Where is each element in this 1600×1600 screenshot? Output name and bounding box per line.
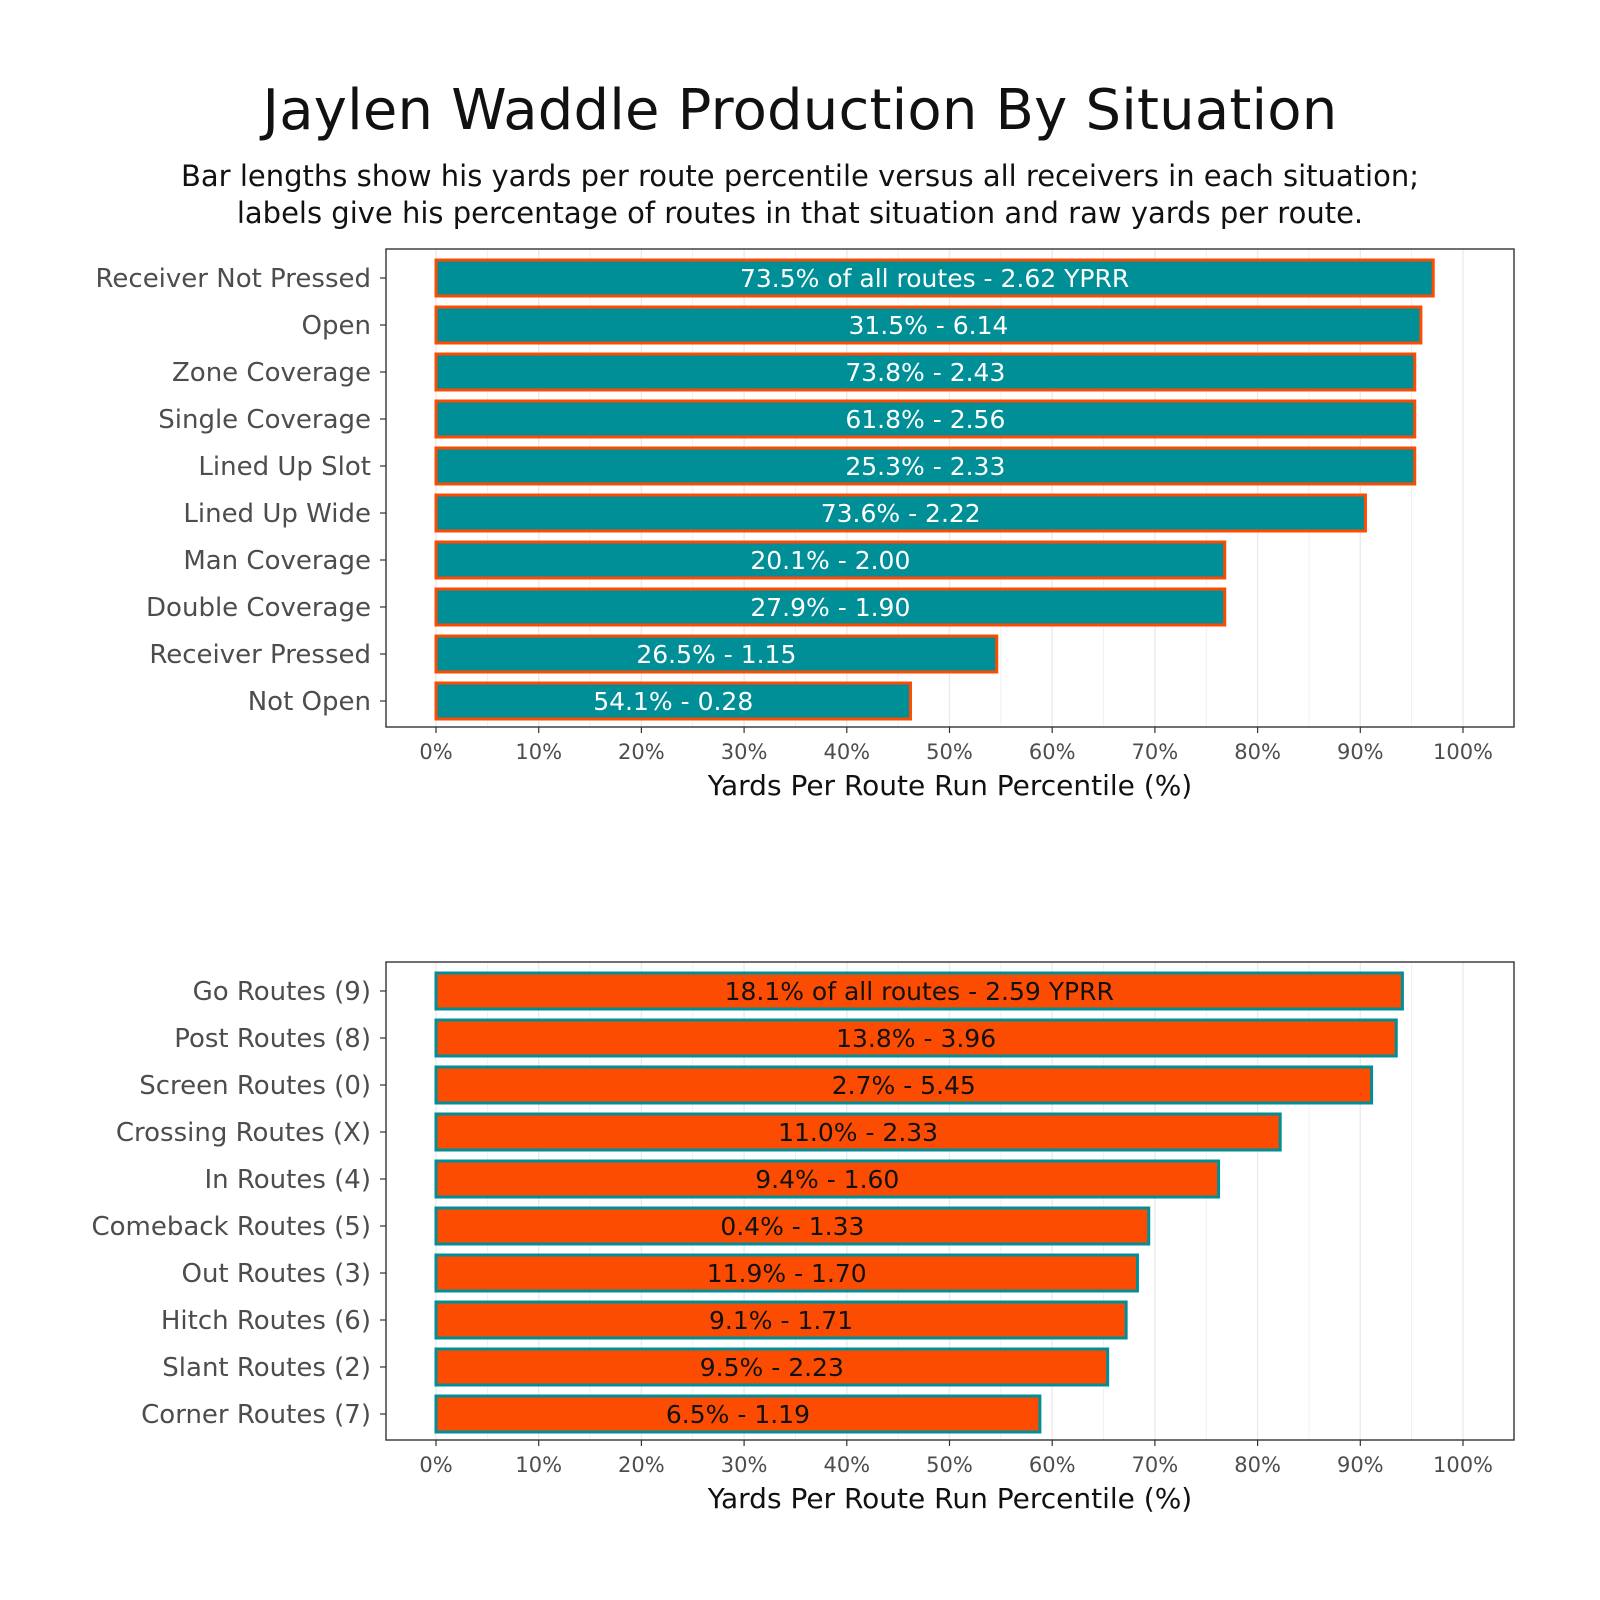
x-tick-label: 20%: [618, 1453, 665, 1477]
x-axis-title: Yards Per Route Run Percentile (%): [707, 1482, 1192, 1515]
x-tick-label: 80%: [1234, 740, 1281, 764]
bar-value-label: 18.1% of all routes - 2.59 YPRR: [725, 977, 1114, 1006]
bar: [434, 1347, 1110, 1387]
category-label: Hitch Routes (6): [161, 1306, 371, 1336]
bar: [434, 634, 999, 674]
x-tick-label: 0%: [419, 740, 452, 764]
category-label: Not Open: [248, 687, 371, 717]
category-label: Lined Up Wide: [183, 499, 371, 529]
bar-value-label: 73.8% - 2.43: [845, 358, 1005, 387]
bar-value-label: 73.5% of all routes - 2.62 YPRR: [740, 264, 1129, 293]
bar-value-label: 61.8% - 2.56: [845, 405, 1005, 434]
bar: [434, 1206, 1151, 1246]
subtitle-line-1: Bar lengths show his yards per route per…: [181, 159, 1419, 193]
x-tick-label: 60%: [1029, 1453, 1076, 1477]
x-tick-label: 100%: [1433, 740, 1493, 764]
bar-value-label: 54.1% - 0.28: [593, 687, 753, 716]
bar-value-label: 9.5% - 2.23: [700, 1353, 844, 1382]
bar: [434, 1159, 1221, 1199]
chart-panel-1: 73.5% of all routes - 2.62 YPRR 31.5% - 6…: [96, 248, 1515, 802]
bar: [434, 971, 1404, 1011]
x-tick-label: 50%: [926, 1453, 973, 1477]
bar-value-label: 26.5% - 1.15: [636, 640, 796, 669]
category-label: Double Coverage: [146, 593, 371, 623]
category-label: Receiver Pressed: [149, 640, 371, 670]
category-label: Out Routes (3): [181, 1259, 371, 1289]
category-label: Slant Routes (2): [162, 1353, 371, 1383]
category-label: Man Coverage: [183, 546, 371, 576]
bar-value-label: 9.4% - 1.60: [755, 1165, 899, 1194]
x-tick-label: 30%: [721, 740, 768, 764]
x-tick-label: 80%: [1234, 1453, 1281, 1477]
chart-subtitle: Bar lengths show his yards per route per…: [0, 158, 1600, 232]
x-tick-label: 0%: [419, 1453, 452, 1477]
bar-value-label: 13.8% - 3.96: [836, 1024, 996, 1053]
category-label: Lined Up Slot: [198, 452, 371, 482]
x-tick-label: 70%: [1132, 1453, 1179, 1477]
bar: [434, 352, 1417, 392]
category-label: Post Routes (8): [174, 1024, 371, 1054]
bar-value-label: 2.7% - 5.45: [832, 1071, 976, 1100]
bar-value-label: 27.9% - 1.90: [750, 593, 910, 622]
bar: [434, 446, 1417, 486]
bar: [434, 1018, 1398, 1058]
bar: [434, 1112, 1282, 1152]
bar-value-label: 11.9% - 1.70: [707, 1259, 867, 1288]
bar: [434, 587, 1227, 627]
x-tick-label: 20%: [618, 740, 665, 764]
bar-value-label: 11.0% - 2.33: [778, 1118, 938, 1147]
category-label: In Routes (4): [204, 1165, 371, 1195]
x-tick-label: 90%: [1337, 740, 1384, 764]
x-tick-label: 40%: [823, 1453, 870, 1477]
category-label: Comeback Routes (5): [91, 1212, 371, 1242]
x-tick-label: 50%: [926, 740, 973, 764]
subtitle-line-2: labels give his percentage of routes in …: [236, 196, 1364, 230]
x-tick-label: 100%: [1433, 1453, 1493, 1477]
chart-title: Jaylen Waddle Production By Situation: [262, 78, 1338, 143]
category-label: Crossing Routes (X): [116, 1118, 371, 1148]
x-tick-label: 90%: [1337, 1453, 1384, 1477]
bar-value-label: 6.5% - 1.19: [666, 1400, 810, 1429]
bar: [434, 399, 1417, 439]
bar-value-label: 0.4% - 1.33: [720, 1212, 864, 1241]
bar: [434, 540, 1227, 580]
category-label: Zone Coverage: [172, 358, 371, 388]
category-label: Screen Routes (0): [139, 1071, 371, 1101]
category-label: Single Coverage: [158, 405, 371, 435]
category-label: Go Routes (9): [193, 977, 371, 1007]
x-axis-title: Yards Per Route Run Percentile (%): [707, 769, 1192, 802]
bar-value-label: 25.3% - 2.33: [845, 452, 1005, 481]
chart-panel-2: 18.1% of all routes - 2.59 YPRR 13.8% - 3…: [91, 961, 1515, 1515]
x-tick-label: 60%: [1029, 740, 1076, 764]
bar-value-label: 20.1% - 2.00: [750, 546, 910, 575]
category-label: Corner Routes (7): [141, 1400, 371, 1430]
bar: [434, 258, 1435, 298]
bar: [434, 1300, 1128, 1340]
bar-value-label: 9.1% - 1.71: [709, 1306, 853, 1335]
bar: [434, 1253, 1139, 1293]
x-tick-label: 30%: [721, 1453, 768, 1477]
bar-value-label: 73.6% - 2.22: [821, 499, 981, 528]
x-tick-label: 10%: [515, 1453, 562, 1477]
x-tick-label: 40%: [823, 740, 870, 764]
bar: [434, 1394, 1042, 1434]
bar: [434, 493, 1367, 533]
category-label: Receiver Not Pressed: [96, 264, 372, 294]
bar: [434, 681, 912, 721]
bar: [434, 305, 1423, 345]
category-label: Open: [302, 311, 371, 341]
bar-value-label: 31.5% - 6.14: [848, 311, 1008, 340]
x-tick-label: 70%: [1132, 740, 1179, 764]
bar: [434, 1065, 1374, 1105]
x-tick-label: 10%: [515, 740, 562, 764]
